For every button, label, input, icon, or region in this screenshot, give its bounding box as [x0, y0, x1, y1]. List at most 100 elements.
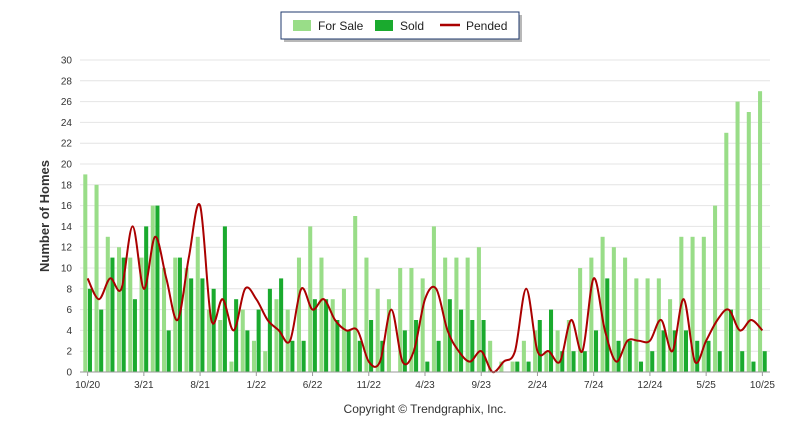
bar-sold [683, 330, 689, 372]
bar-for-sale [566, 320, 571, 372]
bar-sold [369, 320, 374, 372]
bar-for-sale [645, 278, 650, 372]
bar-sold [695, 340, 700, 372]
bar-for-sale [251, 340, 257, 372]
y-tick-label: 22 [61, 139, 73, 150]
y-tick-label: 16 [61, 201, 73, 212]
bar-for-sale [375, 288, 380, 372]
bar-for-sale [274, 299, 279, 372]
x-tick-label: 10/20 [75, 380, 100, 391]
y-tick-label: 14 [61, 222, 73, 233]
x-tick-label: 3/21 [134, 380, 154, 391]
bar-for-sale [173, 257, 178, 372]
bar-sold [740, 351, 745, 372]
x-tick-label: 1/22 [247, 380, 267, 391]
bar-sold [459, 309, 464, 372]
bar-sold [200, 278, 205, 372]
bar-for-sale [420, 278, 425, 372]
bar-sold [616, 340, 621, 372]
bar-for-sale [398, 268, 403, 372]
bar-for-sale [105, 236, 110, 372]
bar-sold [672, 330, 677, 372]
bar-for-sale [94, 184, 99, 372]
bar-for-sale [758, 91, 763, 372]
bar-sold [627, 340, 632, 372]
bar-for-sale [499, 361, 504, 372]
bar-for-sale [724, 132, 729, 372]
bar-sold [189, 278, 194, 372]
legend-swatch-sold [375, 20, 393, 31]
y-tick-label: 30 [61, 56, 73, 67]
bar-for-sale [544, 351, 549, 372]
bar-for-sale [83, 174, 88, 372]
bar-sold [222, 226, 227, 372]
bar-for-sale [623, 257, 628, 372]
bar-for-sale [308, 226, 313, 372]
y-tick-label: 4 [66, 326, 72, 337]
legend: For Sale Sold Pended [280, 11, 522, 42]
bar-for-sale [668, 299, 673, 372]
bar-sold [312, 299, 317, 372]
bar-for-sale [330, 299, 335, 372]
bar-for-sale [600, 236, 605, 372]
pended-line [86, 203, 764, 374]
bar-sold [357, 340, 362, 372]
x-tick-label: 12/24 [637, 380, 662, 391]
bar-for-sale [735, 101, 740, 372]
y-tick-label: 12 [61, 243, 73, 254]
bar-for-sale [521, 340, 526, 372]
bar-sold [290, 340, 295, 372]
bar-for-sale [611, 247, 616, 372]
bar-sold [526, 361, 531, 372]
bar-sold [481, 320, 486, 372]
bar-sold [166, 330, 171, 372]
y-tick-label: 8 [66, 284, 72, 295]
bar-for-sale [476, 247, 481, 372]
bar-for-sale [150, 205, 155, 372]
legend-swatch-for-sale [293, 20, 311, 31]
y-tick-label: 10 [61, 264, 73, 275]
bar-for-sale [465, 257, 470, 372]
pended-line-layer [86, 203, 764, 374]
y-axis-title: Number of Homes [37, 160, 52, 272]
bar-for-sale [296, 257, 301, 372]
bar-sold [121, 257, 126, 372]
bar-sold [470, 320, 475, 372]
bar-for-sale [701, 236, 706, 372]
bar-sold [717, 351, 722, 372]
bar-sold [706, 340, 711, 372]
bar-sold [751, 361, 756, 372]
bar-for-sale [128, 257, 133, 372]
x-tick-label: 4/23 [415, 380, 435, 391]
x-tick-label: 8/21 [190, 380, 210, 391]
bar-sold [582, 351, 587, 372]
bar-for-sale [285, 309, 290, 372]
bar-sold [515, 361, 520, 372]
bar-for-sale [161, 268, 167, 372]
bar-for-sale [454, 257, 459, 372]
bar-sold [436, 340, 441, 372]
legend-label-sold: Sold [400, 19, 424, 33]
x-tick-label: 7/24 [584, 380, 604, 391]
bar-for-sale [206, 309, 212, 372]
x-axis-ticks: 10/20 3/21 8/21 1/22 6/22 11/22 4/23 9/23 2/24 7/… [75, 372, 775, 391]
bar-for-sale [229, 361, 234, 372]
bar-sold [728, 309, 733, 372]
legend-label-for-sale: For Sale [318, 19, 364, 33]
bar-sold [549, 309, 554, 372]
bar-sold [402, 330, 407, 372]
bar-sold [245, 330, 250, 372]
bar-sold [537, 320, 542, 372]
x-tick-label: 5/25 [696, 380, 716, 391]
copyright-credit: Copyright © Trendgraphix, Inc. [344, 402, 507, 416]
bar-for-sale [578, 268, 583, 372]
bar-for-sale [431, 226, 436, 372]
bar-for-sale [510, 361, 515, 372]
bar-for-sale [117, 247, 122, 372]
bar-sold [762, 351, 767, 372]
x-tick-label: 10/25 [750, 380, 775, 391]
bar-for-sale [656, 278, 661, 372]
bar-for-sale [713, 205, 718, 372]
